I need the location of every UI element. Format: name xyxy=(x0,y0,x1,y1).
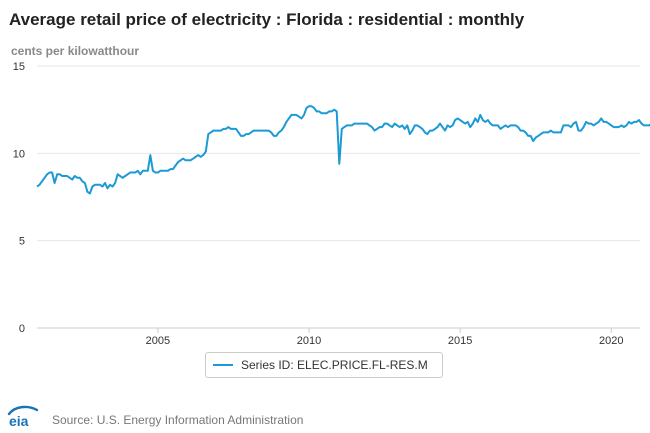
chart-title: Average retail price of electricity : Fl… xyxy=(9,10,525,29)
y-tick-label: 10 xyxy=(13,148,25,160)
legend[interactable]: Series ID: ELEC.PRICE.FL-RES.M xyxy=(205,352,443,378)
y-tick-label: 15 xyxy=(13,61,25,73)
eia-logo-swoosh xyxy=(7,405,39,416)
y-tick-label: 5 xyxy=(19,236,25,248)
legend-swatch xyxy=(213,364,233,366)
eia-logo-text: eia xyxy=(9,413,29,429)
x-axis-ticks: 2005 2010 2015 2020 xyxy=(146,328,624,347)
series-line[interactable] xyxy=(36,105,650,195)
x-tick-label: 2020 xyxy=(599,335,623,347)
y-axis-unit-label: cents per kilowatthour xyxy=(11,44,140,58)
eia-logo[interactable]: eia xyxy=(6,405,40,429)
source-note: Source: U.S. Energy Information Administ… xyxy=(52,413,304,427)
legend-series-label[interactable]: Series ID: ELEC.PRICE.FL-RES.M xyxy=(241,358,428,372)
y-axis-ticks: 0 5 10 15 xyxy=(13,61,25,335)
x-tick-label: 2015 xyxy=(448,335,472,347)
x-tick-label: 2010 xyxy=(297,335,321,347)
gridlines xyxy=(37,65,640,329)
series-layer xyxy=(36,105,650,195)
y-tick-label: 0 xyxy=(19,323,25,335)
x-tick-label: 2005 xyxy=(146,335,170,347)
